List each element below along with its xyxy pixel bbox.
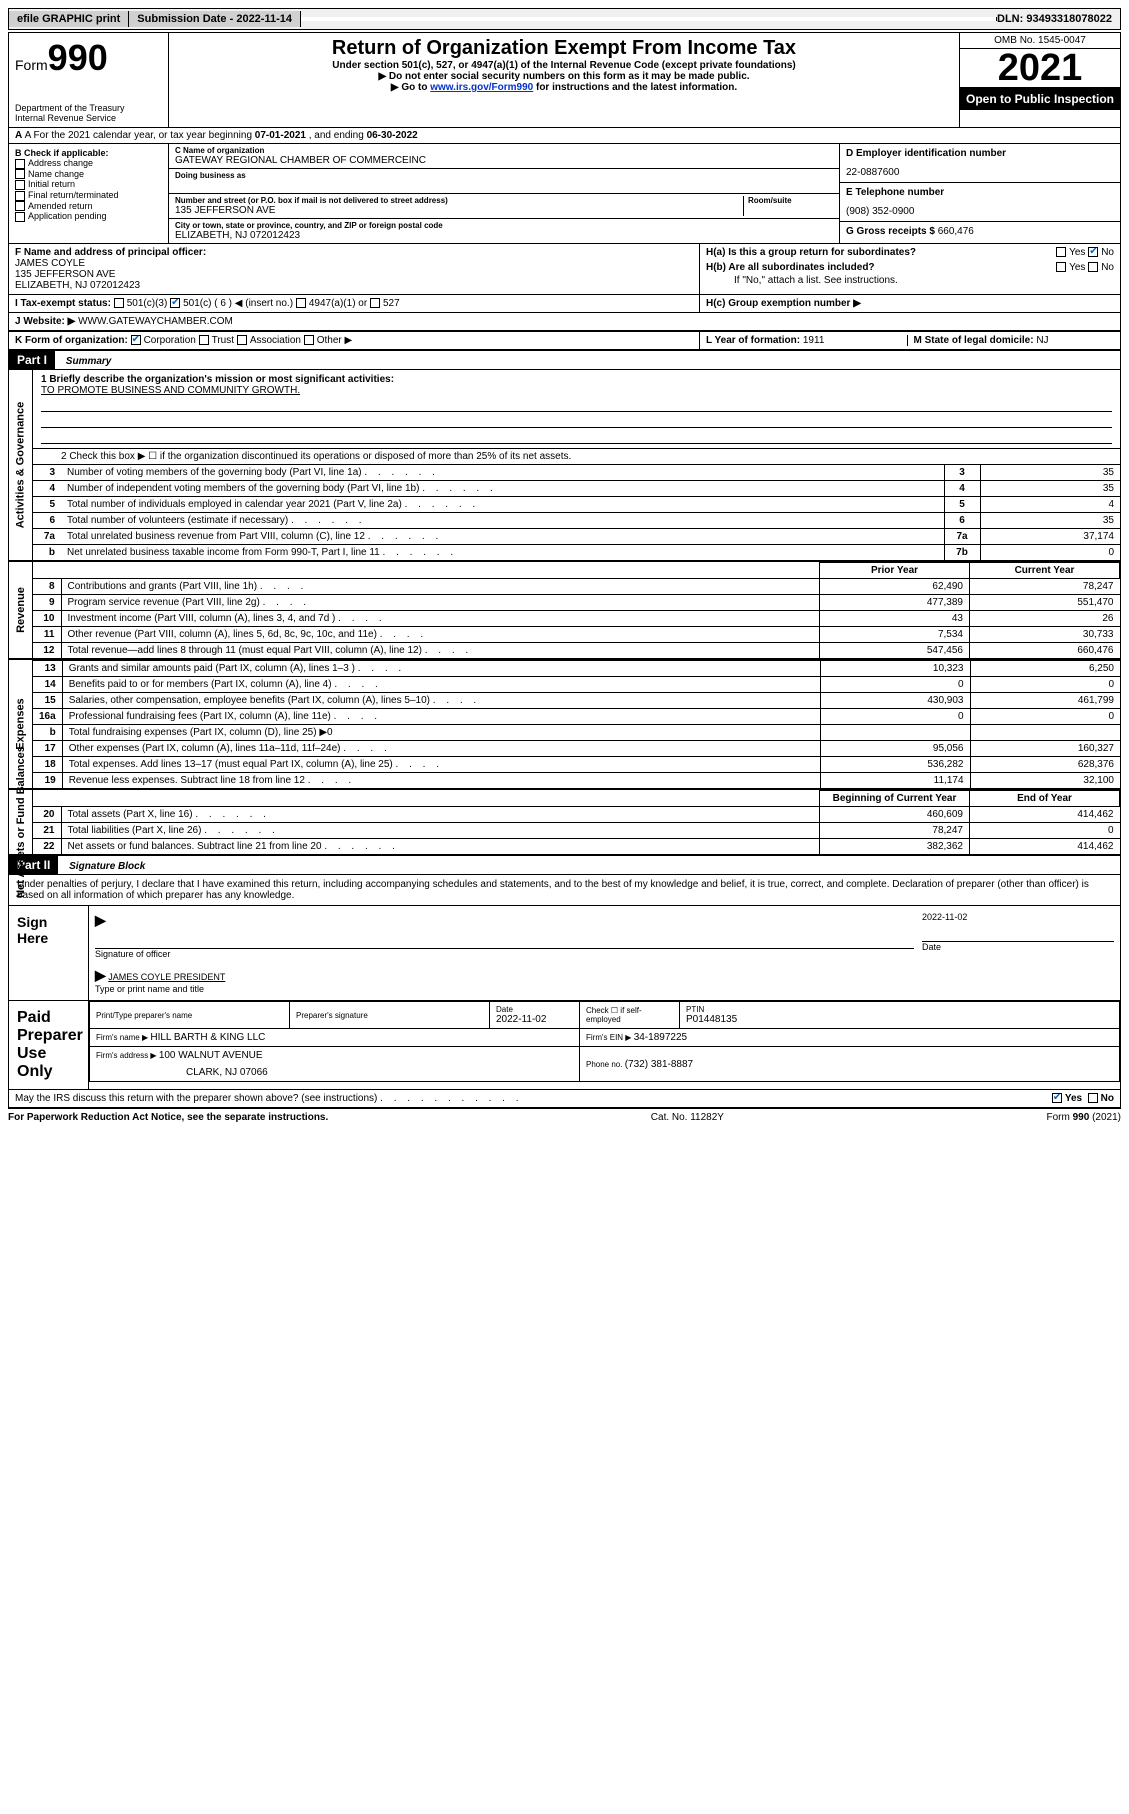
chk-app-pending[interactable] (15, 212, 25, 222)
row-a-tax-year: A A For the 2021 calendar year, or tax y… (9, 128, 1120, 144)
chk-ha-yes[interactable] (1056, 247, 1066, 257)
chk-501c-other[interactable] (170, 298, 180, 308)
form-990-page: Form990 Department of the Treasury Inter… (8, 32, 1121, 1109)
section-governance: Activities & Governance 1 Briefly descri… (9, 370, 1120, 562)
chk-final-return[interactable] (15, 191, 25, 201)
row-k-l-m: K Form of organization: Corporation Trus… (9, 332, 1120, 351)
paid-preparer-block: Paid Preparer Use Only Print/Type prepar… (9, 1001, 1120, 1090)
perjury-declaration: Under penalties of perjury, I declare th… (9, 875, 1120, 906)
chk-name-change[interactable] (15, 169, 25, 179)
row-f-h: F Name and address of principal officer:… (9, 244, 1120, 295)
chk-corp[interactable] (131, 335, 141, 345)
top-toolbar: efile GRAPHIC print Submission Date - 20… (8, 8, 1121, 30)
irs-form990-link[interactable]: www.irs.gov/Form990 (430, 82, 533, 93)
chk-address-change[interactable] (15, 159, 25, 169)
governance-table: 3Number of voting members of the governi… (33, 464, 1120, 560)
discuss-row: May the IRS discuss this return with the… (9, 1090, 1120, 1108)
header-left: Form990 Department of the Treasury Inter… (9, 33, 169, 127)
chk-initial-return[interactable] (15, 180, 25, 190)
section-net-assets: Net Assets or Fund Balances Beginning of… (9, 790, 1120, 856)
chk-assoc[interactable] (237, 335, 247, 345)
chk-other[interactable] (304, 335, 314, 345)
toolbar-spacer (301, 17, 997, 21)
vtab-governance: Activities & Governance (9, 370, 33, 560)
chk-trust[interactable] (199, 335, 209, 345)
chk-501c3[interactable] (114, 298, 124, 308)
chk-amended[interactable] (15, 201, 25, 211)
sign-here-block: Sign Here ▶ Signature of officer 2022-11… (9, 906, 1120, 1001)
dln-label: DLN: 93493318078022 (997, 13, 1120, 25)
section-revenue: Revenue Prior YearCurrent Year 8Contribu… (9, 562, 1120, 660)
chk-hb-yes[interactable] (1056, 262, 1066, 272)
expenses-table: 13Grants and similar amounts paid (Part … (33, 660, 1120, 788)
form-header: Form990 Department of the Treasury Inter… (9, 33, 1120, 128)
part-i-header: Part I Summary (9, 351, 1120, 370)
chk-4947[interactable] (296, 298, 306, 308)
preparer-table: Print/Type preparer's name Preparer's si… (89, 1001, 1120, 1082)
chk-hb-no[interactable] (1088, 262, 1098, 272)
chk-ha-no[interactable] (1088, 247, 1098, 257)
revenue-table: Prior YearCurrent Year 8Contributions an… (33, 562, 1120, 658)
row-i-hc: I Tax-exempt status: 501(c)(3) 501(c) ( … (9, 295, 1120, 313)
chk-discuss-yes[interactable] (1052, 1093, 1062, 1103)
block-bcd: B Check if applicable: Address change Na… (9, 144, 1120, 244)
net-assets-table: Beginning of Current YearEnd of Year 20T… (33, 790, 1120, 854)
col-d-ein-phone: D Employer identification number 22-0887… (840, 144, 1120, 243)
part-ii-header: Part II Signature Block (9, 856, 1120, 875)
col-c-org-info: C Name of organization GATEWAY REGIONAL … (169, 144, 840, 243)
page-footer: For Paperwork Reduction Act Notice, see … (8, 1109, 1121, 1126)
submission-date-cell: Submission Date - 2022-11-14 (129, 11, 301, 27)
vtab-net: Net Assets or Fund Balances (9, 790, 33, 854)
vtab-revenue: Revenue (9, 562, 33, 658)
chk-discuss-no[interactable] (1088, 1093, 1098, 1103)
row-j-website: J Website: ▶ WWW.GATEWAYCHAMBER.COM (9, 313, 1120, 332)
header-title-block: Return of Organization Exempt From Incom… (169, 33, 960, 127)
header-right: OMB No. 1545-0047 2021 Open to Public In… (960, 33, 1120, 127)
section-expenses: Expenses 13Grants and similar amounts pa… (9, 660, 1120, 790)
col-b-checkboxes: B Check if applicable: Address change Na… (9, 144, 169, 243)
efile-print-button[interactable]: efile GRAPHIC print (9, 11, 129, 27)
chk-527[interactable] (370, 298, 380, 308)
